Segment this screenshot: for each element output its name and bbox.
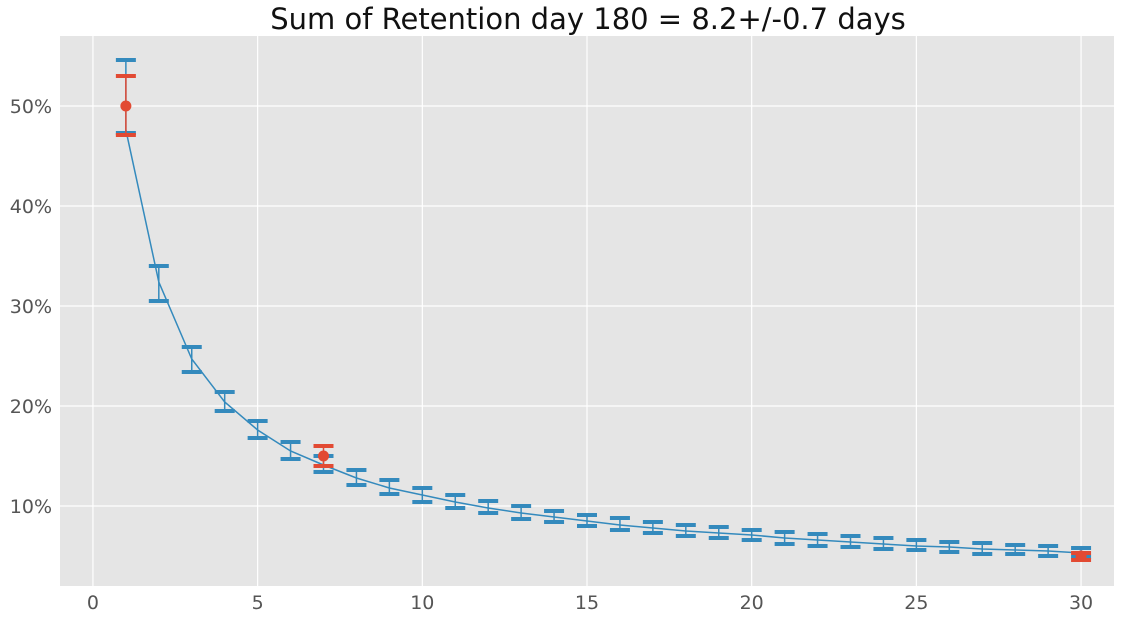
x-tick-label: 5 (252, 592, 264, 614)
x-tick-label: 15 (575, 592, 599, 614)
y-tick-label: 40% (10, 196, 52, 218)
x-tick-label: 0 (87, 592, 99, 614)
series-red (115, 74, 1092, 562)
y-tick-label: 50% (10, 96, 52, 118)
data-point (318, 450, 329, 462)
plot-area: 0 5 10 15 20 25 30 10% 20% 30% 40% 50% (10, 36, 1114, 614)
y-tick-label: 10% (10, 496, 52, 518)
y-tick-label: 30% (10, 296, 52, 318)
chart-title: Sum of Retention day 180 = 8.2+/-0.7 day… (270, 2, 906, 36)
grid-lines (60, 36, 1114, 586)
data-point (120, 100, 132, 112)
series-line (125, 129, 1082, 554)
x-tick-label: 25 (904, 592, 928, 614)
x-tick-label: 20 (740, 592, 764, 614)
x-tick-label: 30 (1069, 592, 1093, 614)
x-tick-label: 10 (410, 592, 434, 614)
data-point (1075, 550, 1087, 562)
y-tick-label: 20% (10, 396, 52, 418)
series-blue (115, 58, 1092, 559)
